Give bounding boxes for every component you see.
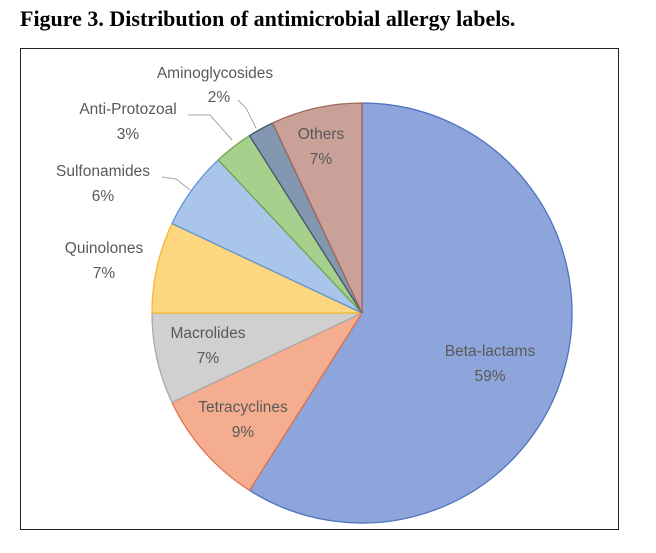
slice-value-others: 7%: [310, 151, 333, 168]
slice-value-anti-protozoal: 3%: [117, 126, 140, 143]
slice-label-quinolones: Quinolones: [65, 240, 144, 257]
leader-line-sulfonamides: [161, 176, 191, 191]
figure-title: Figure 3. Distribution of antimicrobial …: [20, 6, 516, 31]
slice-label-beta-lactams: Beta-lactams: [445, 343, 536, 360]
leader-line-anti-protozoal: [188, 114, 233, 141]
slice-value-quinolones: 7%: [93, 265, 116, 282]
slice-value-sulfonamides: 6%: [92, 188, 115, 205]
slice-label-anti-protozoal: Anti-Protozoal: [79, 101, 176, 118]
slice-value-aminoglycosides: 2%: [208, 89, 231, 106]
pie-slice-others: [271, 102, 363, 314]
slice-label-sulfonamides: Sulfonamides: [56, 163, 150, 180]
slice-label-aminoglycosides: Aminoglycosides: [157, 65, 274, 82]
pie-slice-beta-lactams: [248, 102, 573, 524]
slice-value-macrolides: 7%: [197, 350, 220, 367]
slice-value-beta-lactams: 59%: [474, 368, 505, 385]
slice-value-tetracyclines: 9%: [232, 424, 255, 441]
slice-label-tetracyclines: Tetracyclines: [198, 399, 288, 416]
slice-label-macrolides: Macrolides: [171, 325, 246, 342]
slice-label-others: Others: [298, 126, 345, 143]
pie-slice-tetracyclines: [171, 311, 364, 492]
leader-line-aminoglycosides: [237, 99, 257, 129]
